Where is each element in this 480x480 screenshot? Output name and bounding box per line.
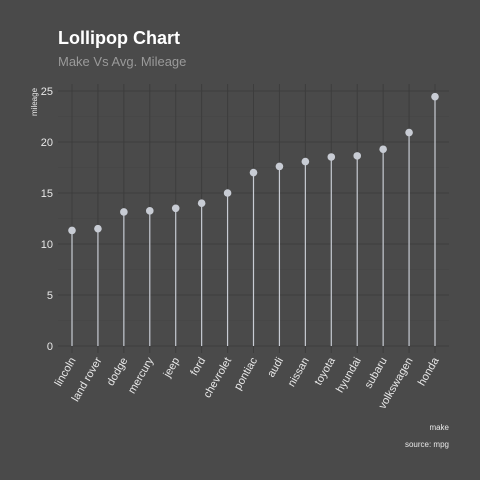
x-tick-label: hyundai [334, 356, 364, 395]
x-tick-label: honda [416, 355, 442, 388]
lollipop-point [249, 168, 258, 177]
y-tick-label: 10 [41, 239, 53, 251]
lollipop-point [405, 128, 413, 137]
x-tick-label: toyota [313, 355, 339, 388]
lollipop-point [120, 208, 128, 216]
x-tick-label: mercury [126, 355, 157, 396]
x-tick-label: pontiac [232, 355, 260, 392]
lollipop-point [145, 207, 154, 215]
y-tick-label: 5 [47, 290, 53, 302]
chart-title: Lollipop Chart [58, 28, 180, 48]
y-tick-label: 20 [41, 137, 53, 149]
x-tick-label: lincoln [53, 356, 79, 389]
y-axis-label: mileage [30, 87, 39, 116]
y-tick-label: 15 [41, 188, 53, 200]
x-tick-label: nissan [286, 356, 312, 390]
y-tick-label: 0 [47, 341, 53, 353]
lollipop-point [327, 153, 336, 161]
lollipop-point [94, 224, 102, 233]
x-tick-label: ford [188, 356, 208, 378]
y-tick-label: 25 [41, 86, 53, 98]
x-tick-label: audi [265, 356, 286, 380]
lollipop-point [223, 189, 232, 197]
x-tick-label: subaru [363, 356, 390, 391]
lollipop-point [68, 226, 76, 235]
lollipop-point [353, 152, 362, 160]
lollipop-point [171, 204, 180, 213]
lollipop-marks [68, 92, 439, 346]
y-ticks: 0 5 10 15 20 25 [41, 86, 53, 353]
lollipop-point [275, 162, 284, 171]
lollipop-point [379, 145, 387, 154]
x-tick-label: dodge [105, 356, 131, 388]
x-axis-label: make [429, 423, 449, 432]
x-tick-label: jeep [161, 356, 182, 381]
chart-caption: source: mpg [405, 440, 449, 449]
lollipop-point [431, 92, 439, 101]
chart-subtitle: Make Vs Avg. Mileage [58, 54, 186, 69]
lollipop-point [197, 199, 206, 207]
lollipop-point [301, 157, 310, 166]
